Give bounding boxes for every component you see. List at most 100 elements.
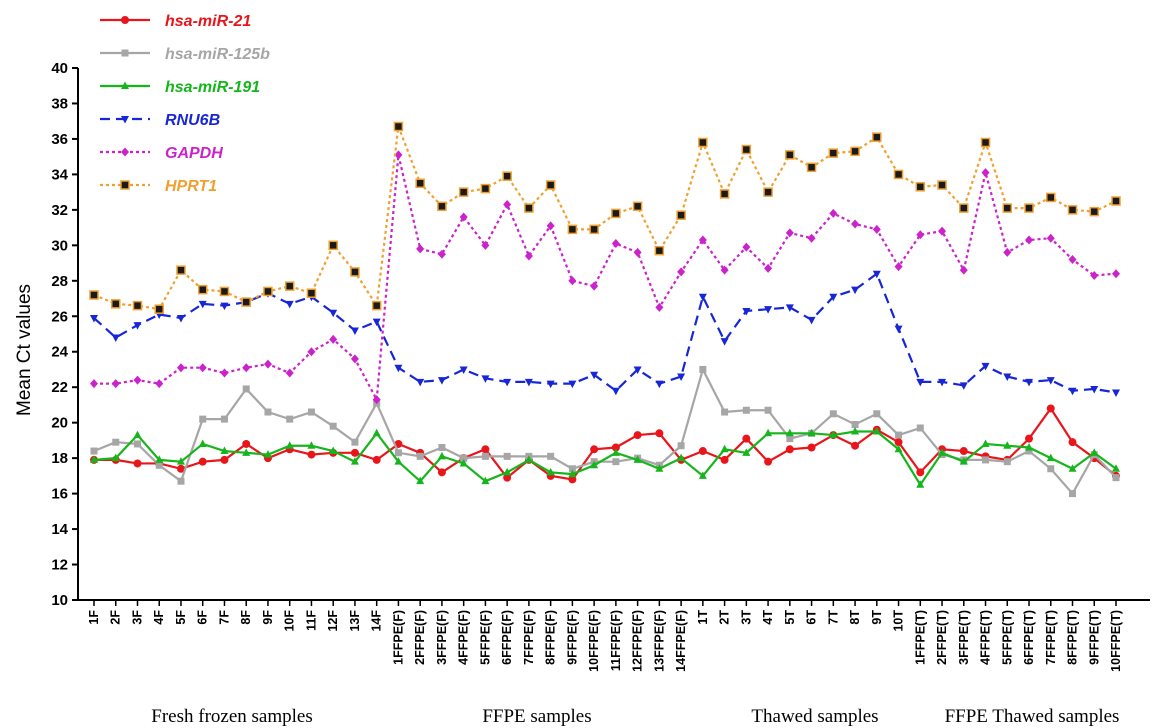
data-point (307, 441, 316, 449)
sample-group-label: Thawed samples (751, 706, 878, 727)
series-hsa-mir-21 (90, 404, 1120, 484)
y-axis-ticks: 10 12 14 16 18 20 22 24 26 28 30 32 34 36 38 40 (51, 60, 78, 609)
data-point (155, 379, 164, 389)
x-tick-label: 1FFPE(F) (391, 610, 405, 665)
y-tick-label: 26 (51, 308, 68, 325)
data-point (524, 203, 534, 213)
x-tick-label: 2FFPE(F) (413, 610, 427, 665)
data-point (350, 327, 359, 335)
data-point (1068, 464, 1077, 472)
data-point (590, 371, 599, 380)
data-point (350, 267, 360, 277)
data-point (893, 169, 904, 180)
data-point (764, 428, 773, 437)
x-tick-label: 2F (109, 610, 123, 625)
data-point (263, 286, 273, 297)
data-point (764, 406, 772, 414)
data-point (198, 439, 207, 447)
data-point (350, 457, 359, 465)
legend-marker (121, 116, 129, 124)
x-tick-label: 8FFPE(T) (1066, 610, 1080, 665)
data-point (394, 150, 403, 160)
data-point (1090, 448, 1099, 456)
data-point (1046, 404, 1055, 413)
legend-entry: HPRT1 (100, 178, 217, 195)
data-point (590, 445, 599, 454)
data-point (394, 364, 403, 373)
data-point (1111, 196, 1121, 206)
data-point (133, 430, 142, 439)
data-point (1025, 434, 1034, 443)
data-point (503, 378, 512, 387)
data-point (329, 309, 338, 318)
data-point (177, 477, 185, 485)
data-point (241, 297, 251, 307)
x-tick-label: 6T (805, 610, 819, 625)
x-tick-label: 4FFPE(F) (457, 610, 471, 665)
sample-group-label: FFPE samples (482, 706, 591, 727)
data-point (437, 451, 446, 460)
data-point (220, 446, 229, 455)
series-rnu6b (90, 270, 1120, 398)
data-point (416, 452, 424, 460)
data-point (1003, 441, 1012, 449)
data-point (350, 354, 359, 364)
data-point (742, 242, 751, 252)
data-point (742, 448, 751, 456)
data-point (785, 428, 794, 437)
data-point (1068, 438, 1077, 447)
y-tick-label: 14 (51, 521, 68, 538)
x-tick-label: 8T (848, 610, 862, 625)
x-tick-label: 13FFPE(F) (652, 610, 666, 672)
data-point (1003, 373, 1012, 382)
data-point (220, 415, 228, 423)
data-point (503, 200, 512, 210)
series-layer (89, 121, 1121, 498)
data-point (90, 315, 98, 323)
data-point (611, 208, 621, 219)
data-point (459, 366, 468, 374)
data-point (155, 461, 163, 469)
data-point (851, 420, 859, 428)
data-point (1025, 447, 1033, 455)
data-point (242, 439, 251, 448)
data-point (242, 448, 251, 456)
data-point (699, 365, 707, 373)
legend-marker (121, 49, 129, 57)
data-point (198, 457, 207, 466)
data-point (89, 290, 99, 300)
data-point (459, 212, 468, 222)
data-point (242, 385, 250, 393)
data-point (742, 406, 750, 414)
data-point (938, 378, 947, 387)
data-point (329, 422, 337, 430)
data-point (1002, 203, 1013, 213)
data-point (524, 455, 533, 463)
data-point (1024, 203, 1034, 213)
data-point (176, 363, 185, 373)
data-point (111, 453, 120, 462)
data-point (460, 454, 468, 462)
data-point (959, 457, 968, 465)
data-point (263, 450, 272, 458)
data-point (1089, 206, 1100, 217)
data-point (503, 473, 512, 482)
legend-label: HPRT1 (165, 178, 217, 195)
x-tick-label: 6F (196, 610, 210, 625)
data-point (1046, 192, 1056, 203)
data-point (1046, 233, 1055, 243)
data-point (438, 443, 446, 451)
data-point (828, 148, 839, 158)
data-point (633, 247, 642, 257)
legend-entry: hsa-miR-125b (100, 46, 270, 63)
data-point (981, 439, 990, 447)
data-point (264, 408, 272, 416)
data-point (698, 137, 708, 148)
data-point (742, 434, 751, 443)
data-point (1112, 464, 1120, 472)
x-tick-label: 7T (826, 610, 840, 625)
data-point (546, 380, 555, 389)
data-point (242, 363, 251, 373)
legend-label: hsa-miR-125b (165, 46, 270, 63)
data-point (372, 395, 381, 405)
